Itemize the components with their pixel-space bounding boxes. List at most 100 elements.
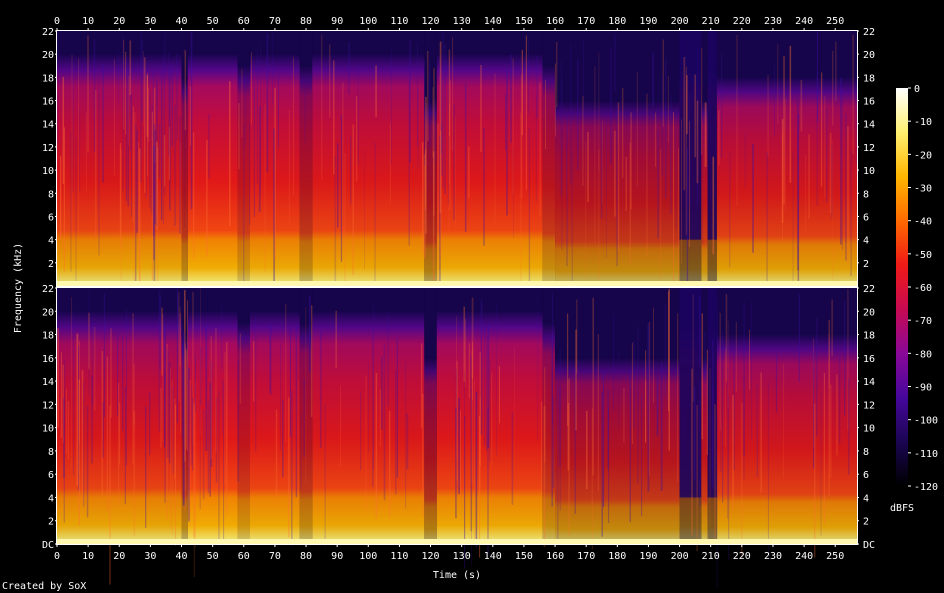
colorbar-tick-label: -90 bbox=[914, 383, 932, 394]
spectral-streak bbox=[449, 80, 451, 210]
x-tick-label-bottom: 100 bbox=[359, 551, 377, 562]
spectral-streak bbox=[129, 40, 132, 96]
spectral-streak bbox=[179, 116, 181, 234]
spectral-streak bbox=[149, 392, 151, 456]
colorbar-tick-label: -20 bbox=[914, 150, 932, 161]
spectral-streak bbox=[396, 337, 398, 478]
spectral-streak bbox=[140, 33, 142, 183]
spectral-streak bbox=[675, 130, 677, 230]
spectral-streak bbox=[665, 57, 667, 199]
segment-energy bbox=[716, 77, 857, 286]
spectral-streak bbox=[122, 337, 124, 431]
spectral-streak bbox=[60, 352, 62, 438]
spectral-streak bbox=[743, 376, 745, 480]
spectral-streak bbox=[808, 134, 810, 219]
spectral-streak bbox=[408, 79, 410, 246]
spectral-streak bbox=[506, 68, 508, 216]
spectral-streak bbox=[686, 147, 689, 325]
spectral-streak bbox=[600, 123, 603, 219]
spectral-streak bbox=[468, 343, 471, 398]
spectral-streak bbox=[375, 372, 378, 519]
spectral-streak bbox=[371, 334, 374, 487]
spectral-streak bbox=[406, 413, 409, 470]
spectral-streak bbox=[274, 87, 276, 260]
spectral-streak bbox=[282, 399, 284, 478]
spectral-streak bbox=[554, 63, 556, 137]
spectral-streak bbox=[645, 381, 647, 444]
spectral-streak bbox=[681, 119, 682, 264]
spectral-streak bbox=[480, 65, 482, 153]
spectral-streak bbox=[722, 331, 724, 503]
spectral-streak bbox=[79, 340, 80, 443]
spectral-streak bbox=[141, 39, 144, 122]
spectral-streak bbox=[289, 326, 291, 438]
spectral-streak bbox=[513, 147, 514, 238]
spectral-streak bbox=[686, 75, 688, 135]
y-tick-label-right: 18 bbox=[863, 73, 875, 84]
spectral-streak bbox=[829, 132, 832, 213]
spectral-streak bbox=[440, 78, 442, 154]
spectral-streak bbox=[437, 123, 439, 301]
spectral-streak bbox=[487, 323, 490, 449]
segment-energy bbox=[181, 77, 188, 286]
x-tick-label-bottom: 230 bbox=[764, 551, 782, 562]
spectral-streak bbox=[537, 288, 539, 441]
spectral-streak bbox=[848, 378, 850, 475]
y-tick-label-right: 18 bbox=[863, 331, 875, 342]
spectral-streak bbox=[101, 350, 104, 497]
spectral-streak bbox=[221, 305, 223, 371]
x-tick-label-bottom: 110 bbox=[390, 551, 408, 562]
spectral-streak bbox=[539, 82, 541, 217]
spectral-streak bbox=[428, 63, 431, 147]
spectral-streak bbox=[168, 126, 170, 181]
x-tick-label-bottom: 200 bbox=[671, 551, 689, 562]
spectral-streak bbox=[88, 312, 90, 370]
spectral-streak bbox=[711, 386, 713, 471]
y-tick-label-right: 6 bbox=[863, 213, 869, 224]
y-tick-label-left: 18 bbox=[42, 331, 54, 342]
spectral-streak bbox=[86, 406, 89, 518]
spectral-streak bbox=[164, 373, 166, 503]
spectral-streak bbox=[119, 143, 122, 247]
spectral-streak bbox=[645, 350, 647, 442]
spectral-streak bbox=[63, 127, 65, 273]
spectral-streak bbox=[464, 371, 465, 547]
spectral-streak bbox=[78, 58, 80, 232]
spectral-streak bbox=[92, 314, 94, 406]
spectral-streak bbox=[839, 354, 841, 444]
spectral-streak bbox=[432, 87, 434, 158]
spectral-streak bbox=[356, 96, 358, 182]
spectral-streak bbox=[741, 403, 743, 558]
spectral-streak bbox=[417, 87, 419, 169]
spectral-streak bbox=[598, 149, 600, 297]
y-tick-label-left: DC bbox=[42, 540, 54, 551]
spectral-streak bbox=[701, 47, 703, 155]
spectral-streak bbox=[249, 123, 251, 225]
spectral-streak bbox=[73, 309, 75, 475]
spectral-streak bbox=[456, 316, 458, 459]
spectral-streak bbox=[601, 392, 603, 537]
x-tick-label-top: 50 bbox=[207, 16, 219, 27]
spectral-streak bbox=[736, 35, 738, 206]
spectral-streak bbox=[433, 68, 435, 216]
spectral-streak bbox=[434, 99, 436, 163]
spectral-streak bbox=[425, 96, 427, 234]
spectral-streak bbox=[93, 39, 96, 152]
segment-highband bbox=[57, 288, 182, 312]
spectral-streak bbox=[592, 297, 594, 476]
spectral-streak bbox=[117, 332, 119, 417]
spectral-streak bbox=[78, 379, 80, 526]
spectral-streak bbox=[494, 73, 496, 223]
x-axis-label: Time (s) bbox=[433, 570, 481, 581]
x-tick-label-top: 210 bbox=[702, 16, 720, 27]
spectral-streak bbox=[285, 303, 287, 442]
y-tick-label-left: 22 bbox=[42, 27, 54, 38]
y-tick-label-right: 2 bbox=[863, 517, 869, 528]
spectral-streak bbox=[712, 339, 714, 489]
colorbar-tick-label: -80 bbox=[914, 349, 932, 360]
spectral-streak bbox=[103, 293, 105, 417]
spectral-streak bbox=[653, 307, 654, 404]
spectral-streak bbox=[85, 112, 87, 192]
spectral-streak bbox=[205, 324, 208, 452]
spectral-streak bbox=[781, 119, 784, 223]
